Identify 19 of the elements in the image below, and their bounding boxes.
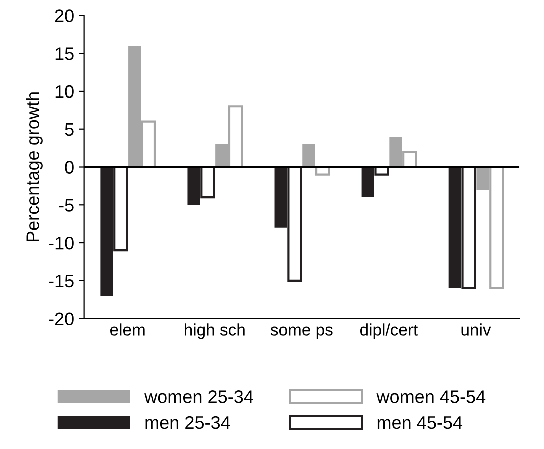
y-tick-label: 20 — [55, 10, 74, 22]
legend-label: men 45-54 — [378, 416, 463, 430]
y-tick-label: -5 — [59, 199, 74, 212]
legend-label: women 45-54 — [376, 390, 486, 404]
y-tick-label: 10 — [56, 85, 74, 98]
y-tick-label: -10 — [49, 236, 74, 250]
x-tick-label: high sch — [185, 324, 245, 340]
legend-label: women 25-34 — [144, 390, 254, 404]
y-tick-label: 15 — [56, 48, 74, 60]
legend-label: men 25-34 — [146, 416, 230, 430]
y-tick-label: 5 — [65, 123, 74, 136]
x-tick-label: dipl/cert — [360, 324, 418, 340]
x-tick-label: some ps — [270, 326, 333, 340]
x-tick-label: elem — [110, 324, 145, 336]
y-tick-label: -20 — [49, 312, 74, 326]
y-tick-label: -15 — [49, 275, 74, 288]
y-axis-title: Percentage growth — [26, 92, 43, 242]
y-tick-label: 0 — [65, 161, 74, 174]
x-tick-label: univ — [462, 324, 492, 336]
